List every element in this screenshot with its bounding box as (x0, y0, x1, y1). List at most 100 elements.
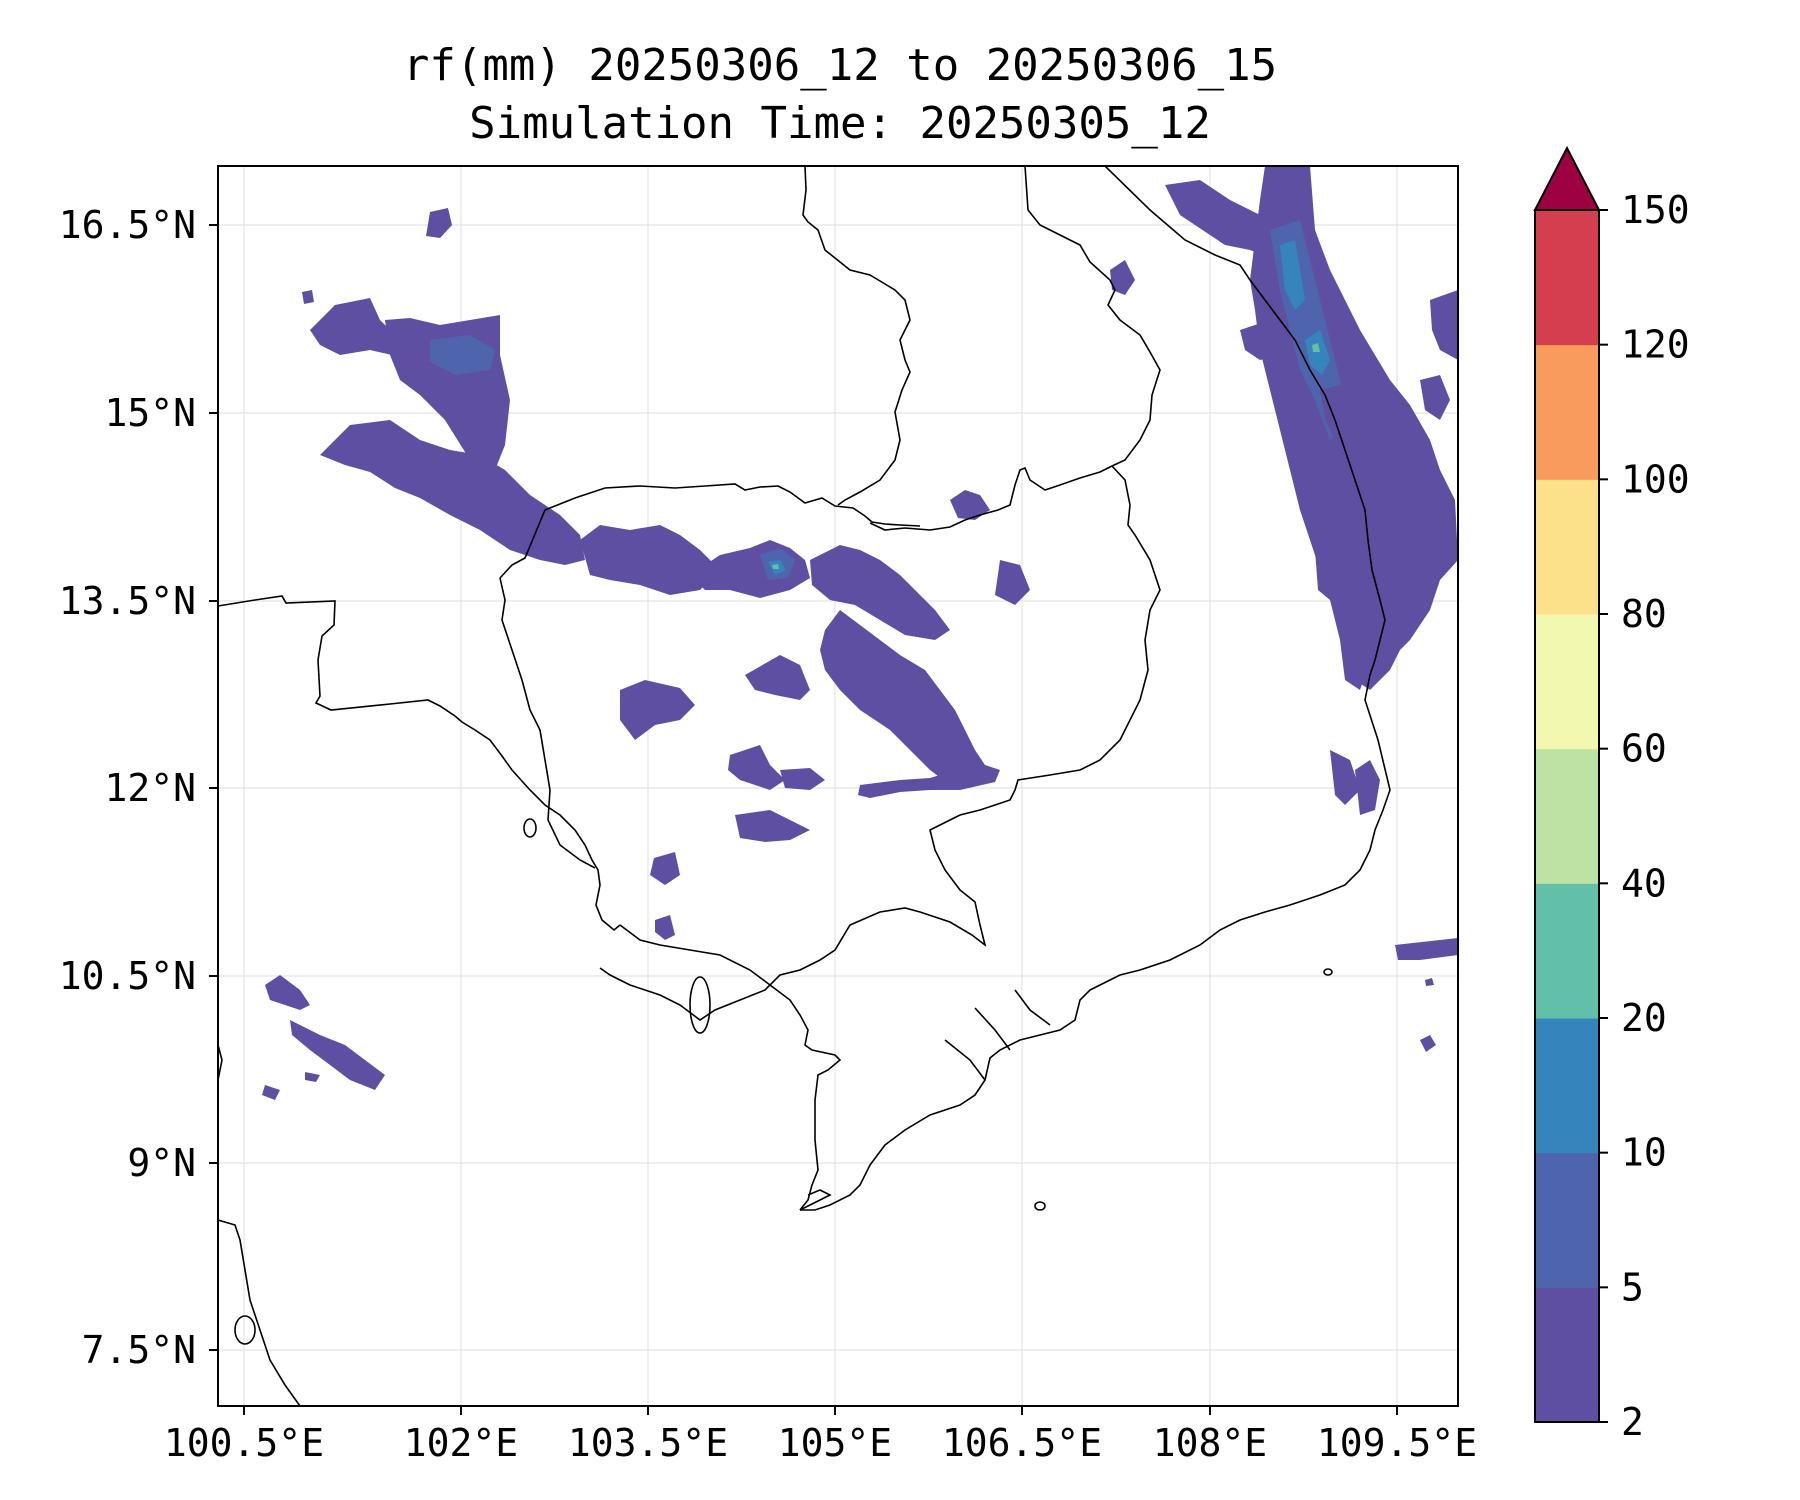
lon-axis: 100.5°E 102°E 103.5°E 105°E 106.5°E 108°E 109.… (164, 1406, 1477, 1465)
delta-channel-3 (1014, 989, 1051, 1026)
rainfall-area (690, 540, 810, 598)
rainfall-area (426, 208, 452, 238)
rainfall-area (950, 490, 990, 520)
rainfall-area (1305, 330, 1330, 375)
rainfall-area (302, 290, 314, 304)
island-koh-kong (523, 818, 537, 838)
coast-malay-peninsula (218, 1219, 301, 1406)
rainfall-area (580, 525, 720, 595)
rainfall-area (620, 680, 695, 740)
map-title-line2: Simulation Time: 20250305_12 (469, 98, 1211, 149)
delta-channel-1 (974, 1007, 1011, 1051)
coast-vietnam-east (800, 166, 1391, 1211)
lon-tick-label: 102°E (404, 1421, 518, 1465)
colorbar-tick-label: 20 (1621, 996, 1667, 1040)
rainfall-area (1420, 1035, 1436, 1052)
rainfall-area (1330, 750, 1360, 805)
colorbar-segment (1535, 1018, 1599, 1154)
rainfall-area (650, 852, 680, 885)
colorbar-segment (1535, 1287, 1599, 1423)
rainfall-area (1430, 290, 1458, 360)
colorbar-tick-label: 100 (1621, 457, 1690, 501)
rainfall-area (320, 420, 585, 565)
lat-axis: 16.5°N 15°N 13.5°N 12°N 10.5°N 9°N 7.5°N (59, 203, 218, 1372)
rainfall-area (1110, 260, 1135, 295)
colorbar-segment (1535, 344, 1599, 480)
border-laos-vietnam (1024, 166, 1161, 467)
rainfall-area (310, 298, 400, 355)
rainfall-area (655, 915, 675, 940)
lat-tick-label: 7.5°N (82, 1328, 196, 1372)
rainfall-area (1240, 320, 1290, 360)
lat-tick-label: 15°N (104, 391, 196, 435)
rainfall-area (1395, 938, 1458, 960)
colorbar-tick-label: 60 (1621, 727, 1667, 771)
colorbar-segment (1535, 614, 1599, 750)
border-cambodia-vietnam (599, 465, 1161, 1021)
rainfall-area (780, 768, 825, 790)
lon-tick-label: 108°E (1153, 1421, 1267, 1465)
rainfall-area (745, 655, 810, 700)
island-phu-quoc (689, 976, 711, 1034)
rainfall-area (290, 1020, 385, 1090)
island-phu-quy (1323, 968, 1333, 976)
colorbar: 2 5 10 20 40 60 80 100 120 150 (1533, 145, 1690, 1444)
coast-camau (799, 1189, 832, 1211)
rainfall-area (1280, 240, 1305, 310)
lat-tick-label: 10.5°N (59, 954, 196, 998)
colorbar-tick-label: 5 (1621, 1265, 1644, 1309)
rainfall-area (305, 1072, 320, 1082)
colorbar-segment (1535, 1152, 1599, 1288)
colorbar-segment (1535, 479, 1599, 615)
rainfall-area (1312, 343, 1320, 352)
border-thailand-cambodia (499, 483, 921, 579)
border-thailand-myanmar (218, 595, 463, 723)
rainfall-area (1400, 555, 1420, 585)
rainfall-area (810, 545, 950, 640)
lat-tick-label: 16.5°N (59, 203, 196, 247)
lon-tick-label: 103.5°E (568, 1421, 728, 1465)
rainfall-area (772, 564, 779, 569)
colorbar-tick-label: 40 (1621, 861, 1667, 905)
border-laos-cambodia (869, 465, 1113, 531)
lon-tick-label: 106.5°E (942, 1421, 1102, 1465)
plot-frame (217, 165, 1459, 1407)
rainfall-area (995, 560, 1030, 605)
border-cambodia-thailand-west (499, 577, 596, 869)
colorbar-tick-label: 120 (1621, 323, 1690, 367)
coastlines-borders (218, 166, 1391, 1406)
lat-tick-label: 12°N (104, 766, 196, 810)
lat-tick-label: 9°N (127, 1141, 196, 1185)
coast-cambodia-south (619, 924, 842, 1211)
rainfall-area (1340, 630, 1370, 690)
colorbar-segment (1535, 883, 1599, 1019)
rainfall-contours (262, 166, 1458, 1100)
colorbar-tick-label: 2 (1621, 1400, 1644, 1444)
map-title-line1: rf(mm) 20250306_12 to 20250306_15 (402, 40, 1278, 91)
lon-tick-label: 105°E (778, 1421, 892, 1465)
border-laos-thailand-mekong (802, 166, 911, 506)
coast-thailand-east-gulf (461, 721, 621, 932)
rainfall-area (735, 810, 810, 842)
lat-tick-label: 13.5°N (59, 579, 196, 623)
coast-thailand-southwest (218, 1044, 223, 1081)
lon-tick-label: 100.5°E (164, 1421, 324, 1465)
colorbar-tick-label: 10 (1621, 1131, 1667, 1175)
delta-channel-2 (944, 1039, 986, 1081)
lon-tick-label: 109.5°E (1317, 1421, 1477, 1465)
rainfall-area (820, 610, 985, 785)
rainfall-area (1315, 545, 1340, 600)
colorbar-extend-arrow (1533, 145, 1601, 211)
rainfall-area (1425, 978, 1434, 986)
rainfall-area (858, 765, 1000, 798)
rainfall-area (430, 335, 495, 375)
colorbar-tick-label: 80 (1621, 592, 1667, 636)
colorbar-segment (1535, 748, 1599, 884)
rainfall-area (1355, 760, 1380, 815)
island-samui (234, 1315, 256, 1345)
colorbar-tick-label: 150 (1621, 188, 1690, 232)
island-con-dao (1034, 1201, 1046, 1211)
rainfall-area (262, 1085, 280, 1100)
rainfall-area (1420, 375, 1450, 420)
